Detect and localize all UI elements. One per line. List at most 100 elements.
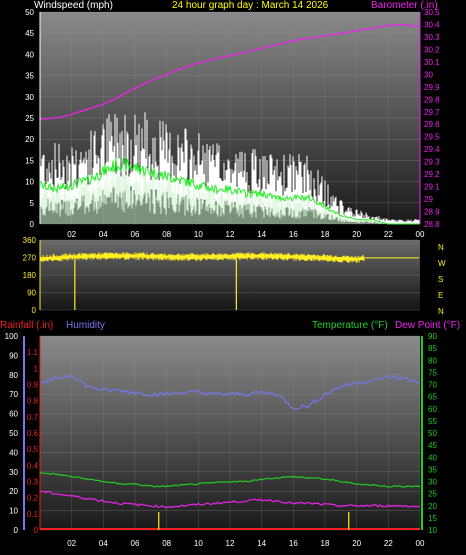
baro-y-tick: 29.5	[424, 133, 440, 142]
baro-y-tick: 29.3	[424, 158, 440, 167]
baro-y-tick: 30	[424, 70, 433, 79]
baro-y-tick: 30.5	[424, 8, 440, 17]
hum-y-tick: 100	[5, 332, 19, 341]
compass-label: W	[438, 259, 446, 268]
hum-x-tick: 00	[416, 539, 425, 548]
hum-y-tick: 90	[9, 351, 18, 360]
hum-x-tick: 22	[384, 539, 393, 548]
hum-x-tick: 08	[162, 539, 171, 548]
temp-y-tick: 45	[428, 441, 437, 450]
wind-x-tick: 08	[162, 230, 171, 239]
hum-x-tick: 10	[194, 539, 203, 548]
wind-x-tick: 18	[321, 230, 330, 239]
hum-x-tick: 02	[67, 539, 76, 548]
wind-x-tick: 14	[257, 230, 266, 239]
wind-x-tick: 12	[226, 230, 235, 239]
wind-x-tick: 10	[194, 230, 203, 239]
humidity-title: Humidity	[66, 320, 105, 331]
dir-y-tick: 0	[32, 306, 37, 315]
wind-y-tick: 10	[25, 178, 34, 187]
barometer-line	[39, 23, 421, 120]
hum-x-tick: 06	[131, 539, 140, 548]
temp-y-tick: 65	[428, 393, 437, 402]
rain-y-tick: 0.3	[27, 478, 39, 487]
temp-y-tick: 20	[428, 502, 437, 511]
hum-y-tick: 10	[9, 507, 18, 516]
dir-y-tick: 90	[27, 289, 36, 298]
wind-y-tick: 30	[25, 93, 34, 102]
temp-y-tick: 70	[428, 381, 437, 390]
temp-y-tick: 85	[428, 344, 437, 353]
wind-y-tick: 50	[25, 8, 34, 17]
wind-y-tick: 0	[30, 220, 35, 229]
wind-x-tick: 20	[352, 230, 361, 239]
rain-y-tick: 1.1	[27, 348, 39, 357]
hum-x-tick: 12	[226, 539, 235, 548]
dir-y-tick: 360	[23, 236, 37, 245]
temp-y-tick: 40	[428, 453, 437, 462]
humidity-line	[39, 374, 421, 410]
wind-y-tick: 40	[25, 50, 34, 59]
temp-y-tick: 60	[428, 405, 437, 414]
baro-y-tick: 30.1	[424, 58, 440, 67]
temp-y-tick: 25	[428, 490, 437, 499]
compass-label: S	[438, 275, 443, 284]
baro-y-tick: 28.8	[424, 220, 440, 229]
barometer-title: Barometer (.in)	[371, 0, 438, 11]
wind-x-tick: 04	[99, 230, 108, 239]
wind-y-tick: 20	[25, 135, 34, 144]
hum-x-tick: 16	[289, 539, 298, 548]
hum-y-tick: 80	[9, 371, 18, 380]
temp-y-tick: 15	[428, 514, 437, 523]
hum-y-tick: 70	[9, 390, 18, 399]
temperature-line	[39, 471, 421, 488]
temp-y-tick: 55	[428, 417, 437, 426]
wind-x-tick: 06	[131, 230, 140, 239]
temp-y-tick: 35	[428, 465, 437, 474]
temp-y-tick: 90	[428, 332, 437, 341]
wind-y-tick: 45	[25, 29, 34, 38]
wind-x-tick: 02	[67, 230, 76, 239]
wind-x-tick: 16	[289, 230, 298, 239]
baro-y-tick: 29	[424, 195, 433, 204]
wind-x-tick: 00	[416, 230, 425, 239]
wind-y-tick: 15	[25, 156, 34, 165]
graph-title: 24 hour graph day : March 14 2026	[172, 0, 329, 11]
temp-y-tick: 30	[428, 478, 437, 487]
baro-y-tick: 29.2	[424, 170, 440, 179]
windspeed-title: Windspeed (mph)	[34, 0, 113, 11]
temp-y-tick: 10	[428, 526, 437, 535]
wind-y-tick: 5	[30, 199, 35, 208]
wind-y-tick: 25	[25, 114, 34, 123]
temp-y-tick: 50	[428, 429, 437, 438]
baro-y-tick: 29.6	[424, 120, 440, 129]
temp-y-tick: 80	[428, 356, 437, 365]
hum-y-tick: 30	[9, 468, 18, 477]
baro-y-tick: 29.1	[424, 183, 440, 192]
hum-x-tick: 18	[321, 539, 330, 548]
baro-y-tick: 29.7	[424, 108, 440, 117]
hum-y-tick: 0	[14, 526, 19, 535]
compass-label: E	[438, 291, 443, 300]
rain-y-tick: 0.9	[27, 381, 39, 390]
baro-y-tick: 29.8	[424, 95, 440, 104]
wind-average-line	[39, 156, 420, 225]
baro-y-tick: 30.4	[424, 20, 440, 29]
hum-y-tick: 60	[9, 410, 18, 419]
hum-x-tick: 20	[352, 539, 361, 548]
temperature-title: Temperature (°F)	[312, 320, 388, 331]
baro-y-tick: 29.4	[424, 145, 440, 154]
rain-y-tick: 0.5	[27, 445, 39, 454]
baro-y-tick: 30.3	[424, 33, 440, 42]
hum-x-tick: 04	[99, 539, 108, 548]
dewpoint-title: Dew Point (°F)	[395, 320, 461, 331]
dewpoint-line	[40, 490, 421, 509]
dir-y-tick: 270	[23, 254, 37, 263]
baro-y-tick: 30.2	[424, 45, 440, 54]
compass-label: N	[438, 243, 444, 252]
rain-y-tick: 0.1	[27, 510, 39, 519]
rain-y-tick: 1	[34, 364, 39, 373]
temp-y-tick: 75	[428, 368, 437, 377]
hum-y-tick: 20	[9, 487, 18, 496]
